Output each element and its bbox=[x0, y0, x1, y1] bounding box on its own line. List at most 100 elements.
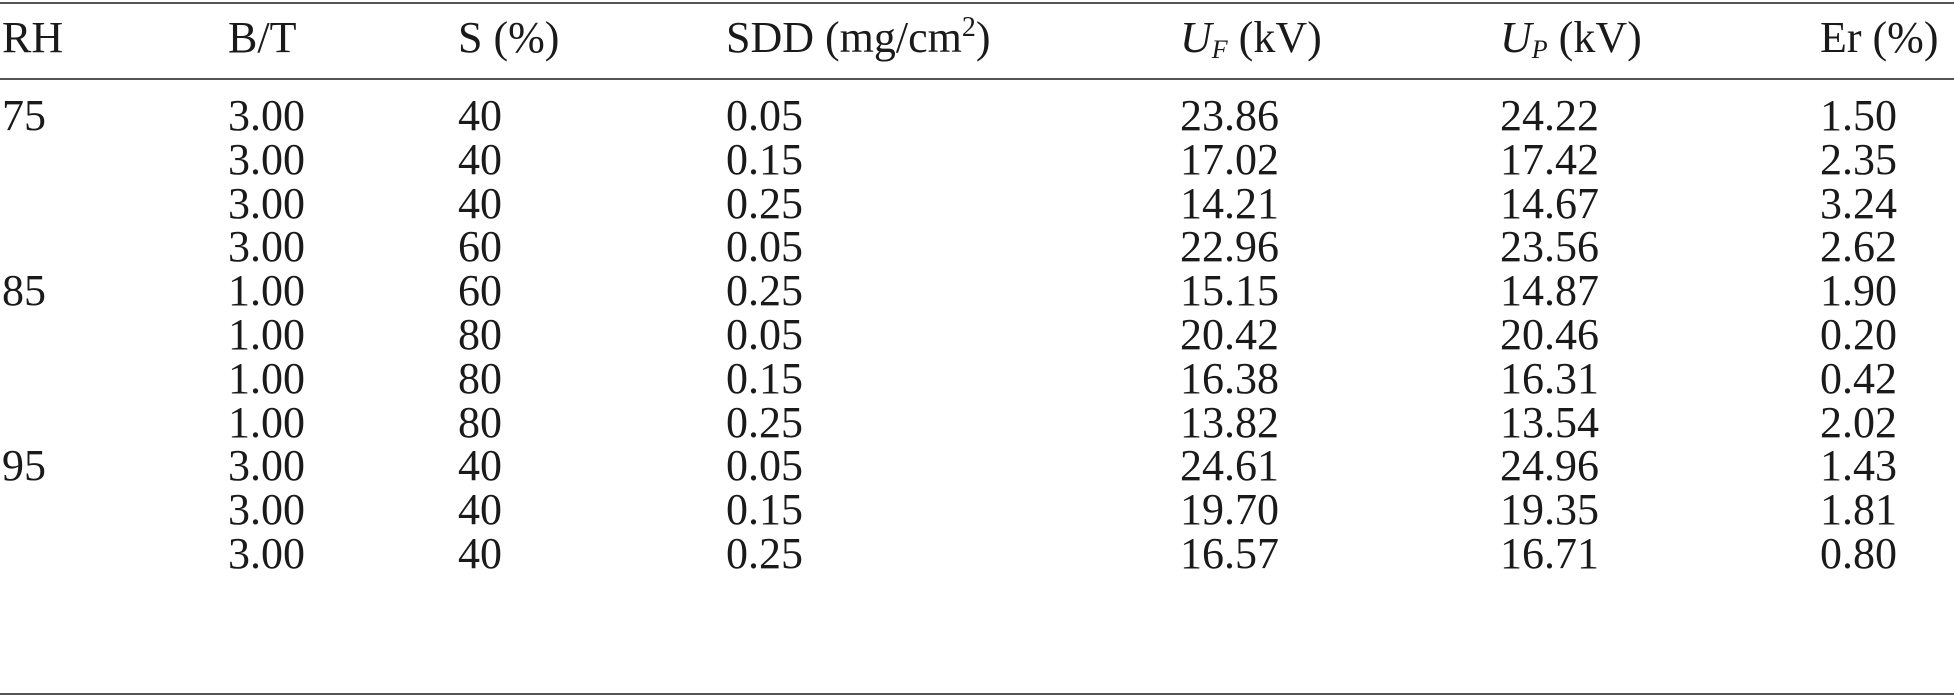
cell-up: 23.56 bbox=[1500, 222, 1599, 272]
table-row: 1.00 80 0.05 20.42 20.46 0.20 bbox=[0, 308, 1954, 362]
cell-up: 14.87 bbox=[1500, 266, 1599, 316]
table-row: 3.00 40 0.25 14.21 14.67 3.24 bbox=[0, 177, 1954, 231]
header-rh: RH bbox=[2, 13, 64, 62]
cell-uf: 22.96 bbox=[1180, 222, 1279, 272]
cell-er: 3.24 bbox=[1820, 178, 1897, 228]
header-uf-unit: (kV) bbox=[1227, 13, 1322, 62]
cell-sdd: 0.15 bbox=[726, 134, 803, 184]
cell-sdd: 0.05 bbox=[726, 441, 803, 491]
header-sdd-suffix: ) bbox=[975, 13, 991, 62]
header-rule bbox=[0, 78, 1954, 80]
cell-up: 13.54 bbox=[1500, 397, 1599, 447]
cell-er: 0.80 bbox=[1820, 529, 1897, 578]
cell-er: 2.02 bbox=[1820, 397, 1897, 447]
cell-bt: 1.00 bbox=[228, 397, 305, 447]
header-row: RH B/T S (%) SDD (mg/cm2) UF (kV) UP (kV… bbox=[0, 11, 1954, 65]
cell-up: 24.96 bbox=[1500, 441, 1599, 491]
cell-uf: 17.02 bbox=[1180, 134, 1279, 184]
table-row: 3.00 40 0.25 16.57 16.71 0.80 bbox=[0, 527, 1954, 581]
cell-uf: 16.38 bbox=[1180, 353, 1279, 403]
cell-rh: 95 bbox=[2, 441, 46, 491]
table-row: 3.00 40 0.15 19.70 19.35 1.81 bbox=[0, 483, 1954, 537]
cell-sdd: 0.15 bbox=[726, 485, 803, 535]
header-uf-sub: F bbox=[1211, 35, 1228, 64]
header-uf: UF (kV) bbox=[1180, 11, 1322, 65]
header-sdd: SDD (mg/cm2) bbox=[726, 11, 991, 65]
cell-up: 20.46 bbox=[1500, 310, 1599, 359]
header-sdd-prefix: SDD (mg/cm bbox=[726, 13, 962, 62]
cell-uf: 13.82 bbox=[1180, 397, 1279, 447]
cell-s: 60 bbox=[458, 222, 502, 272]
header-uf-symbol: U bbox=[1180, 13, 1212, 62]
table-row: 85 1.00 60 0.25 15.15 14.87 1.90 bbox=[0, 264, 1954, 318]
cell-up: 16.31 bbox=[1500, 353, 1599, 403]
cell-s: 40 bbox=[458, 485, 502, 535]
cell-s: 60 bbox=[458, 266, 502, 316]
header-up-unit: (kV) bbox=[1547, 13, 1642, 62]
cell-s: 40 bbox=[458, 178, 502, 228]
bottom-rule bbox=[0, 693, 1954, 695]
cell-sdd: 0.25 bbox=[726, 266, 803, 316]
header-up-symbol: U bbox=[1500, 13, 1532, 62]
cell-uf: 14.21 bbox=[1180, 178, 1279, 228]
header-up: UP (kV) bbox=[1500, 11, 1642, 65]
cell-sdd: 0.25 bbox=[726, 529, 803, 578]
cell-uf: 24.61 bbox=[1180, 441, 1279, 491]
cell-s: 80 bbox=[458, 310, 502, 359]
cell-uf: 23.86 bbox=[1180, 91, 1279, 140]
cell-bt: 1.00 bbox=[228, 353, 305, 403]
table-row: 3.00 60 0.05 22.96 23.56 2.62 bbox=[0, 220, 1954, 274]
header-bt: B/T bbox=[228, 13, 297, 62]
cell-rh: 75 bbox=[2, 91, 46, 140]
cell-sdd: 0.05 bbox=[726, 222, 803, 272]
cell-sdd: 0.05 bbox=[726, 310, 803, 359]
cell-er: 0.42 bbox=[1820, 353, 1897, 403]
cell-uf: 16.57 bbox=[1180, 529, 1279, 578]
header-up-sub: P bbox=[1531, 35, 1548, 64]
table-row: 1.00 80 0.25 13.82 13.54 2.02 bbox=[0, 396, 1954, 450]
cell-s: 40 bbox=[458, 91, 502, 140]
cell-sdd: 0.05 bbox=[726, 91, 803, 140]
cell-bt: 3.00 bbox=[228, 529, 305, 578]
cell-er: 2.62 bbox=[1820, 222, 1897, 272]
cell-s: 80 bbox=[458, 397, 502, 447]
cell-s: 80 bbox=[458, 353, 502, 403]
cell-uf: 15.15 bbox=[1180, 266, 1279, 316]
cell-uf: 19.70 bbox=[1180, 485, 1279, 535]
cell-er: 0.20 bbox=[1820, 310, 1897, 359]
cell-rh: 85 bbox=[2, 266, 46, 316]
cell-up: 14.67 bbox=[1500, 178, 1599, 228]
cell-uf: 20.42 bbox=[1180, 310, 1279, 359]
cell-bt: 3.00 bbox=[228, 441, 305, 491]
cell-sdd: 0.25 bbox=[726, 397, 803, 447]
cell-up: 16.71 bbox=[1500, 529, 1599, 578]
cell-up: 17.42 bbox=[1500, 134, 1599, 184]
cell-s: 40 bbox=[458, 441, 502, 491]
top-rule bbox=[0, 2, 1954, 4]
cell-er: 1.50 bbox=[1820, 91, 1897, 140]
table-row: 95 3.00 40 0.05 24.61 24.96 1.43 bbox=[0, 439, 1954, 493]
cell-sdd: 0.25 bbox=[726, 178, 803, 228]
cell-s: 40 bbox=[458, 529, 502, 578]
header-s: S (%) bbox=[458, 13, 560, 62]
cell-er: 1.43 bbox=[1820, 441, 1897, 491]
cell-bt: 3.00 bbox=[228, 222, 305, 272]
header-sdd-sup: 2 bbox=[961, 12, 976, 43]
cell-up: 19.35 bbox=[1500, 485, 1599, 535]
cell-bt: 3.00 bbox=[228, 485, 305, 535]
cell-bt: 3.00 bbox=[228, 134, 305, 184]
cell-bt: 3.00 bbox=[228, 178, 305, 228]
cell-sdd: 0.15 bbox=[726, 353, 803, 403]
cell-er: 2.35 bbox=[1820, 134, 1897, 184]
cell-bt: 3.00 bbox=[228, 91, 305, 140]
header-er: Er (%) bbox=[1820, 13, 1939, 62]
cell-s: 40 bbox=[458, 134, 502, 184]
table-row: 3.00 40 0.15 17.02 17.42 2.35 bbox=[0, 133, 1954, 187]
cell-bt: 1.00 bbox=[228, 310, 305, 359]
table-row: 1.00 80 0.15 16.38 16.31 0.42 bbox=[0, 352, 1954, 406]
cell-er: 1.90 bbox=[1820, 266, 1897, 316]
cell-bt: 1.00 bbox=[228, 266, 305, 316]
table-row: 75 3.00 40 0.05 23.86 24.22 1.50 bbox=[0, 89, 1954, 143]
cell-er: 1.81 bbox=[1820, 485, 1897, 535]
